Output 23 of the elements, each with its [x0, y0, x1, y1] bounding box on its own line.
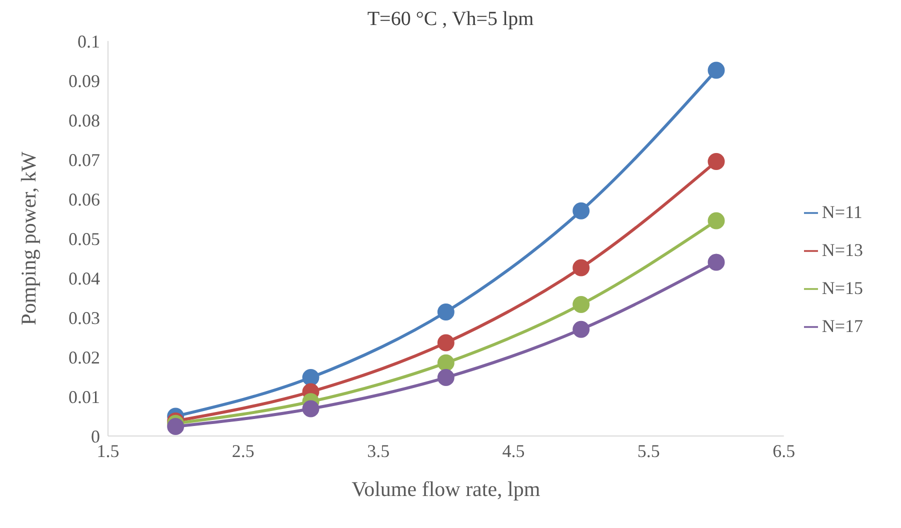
y-tick-label: 0.03 [68, 308, 100, 328]
y-tick-label: 0.02 [68, 347, 100, 368]
y-tick-label: 0.06 [68, 189, 100, 210]
x-axis-title: Volume flow rate, lpm [352, 477, 540, 501]
legend-label: N=11 [822, 202, 862, 222]
x-tick-label: 2.5 [232, 440, 254, 461]
x-tick-label: 5.5 [637, 440, 660, 461]
legend-label: N=15 [822, 278, 863, 298]
y-tick-label: 0.04 [68, 268, 100, 288]
y-tick-label: 0.1 [78, 31, 100, 52]
y-tick-label: 0.07 [68, 150, 100, 170]
y-axis-title: Pomping power, kW [16, 152, 40, 326]
x-tick-label: 3.5 [367, 440, 390, 461]
legend-label: N=13 [822, 240, 863, 260]
y-tick-label: 0 [91, 426, 100, 446]
y-tick-label: 0.05 [68, 228, 100, 249]
chart-title: T=60 °C , Vh=5 lpm [366, 8, 535, 31]
x-tick-label: 4.5 [502, 440, 525, 461]
x-tick-label: 6.5 [772, 440, 796, 461]
legend-label: N=17 [822, 316, 863, 336]
y-tick-label: 0.09 [68, 70, 100, 91]
y-tick-label: 0.08 [68, 110, 100, 130]
y-tick-label: 0.01 [68, 386, 100, 407]
